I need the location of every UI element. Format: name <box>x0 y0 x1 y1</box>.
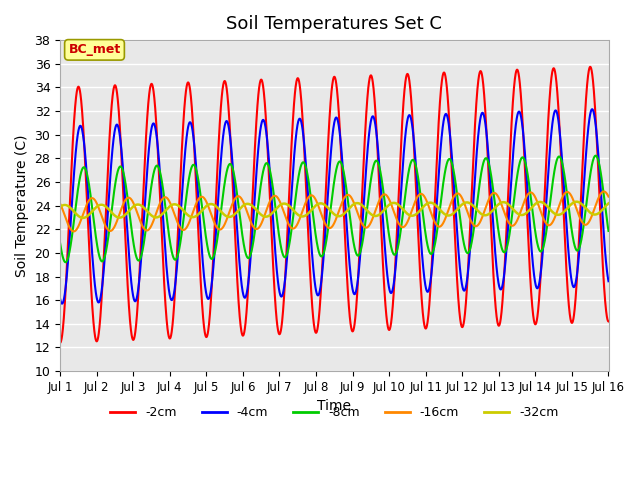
-8cm <box>61 259 69 265</box>
-32cm <box>79 215 87 221</box>
-32cm <box>119 214 127 219</box>
Line: -16cm: -16cm <box>60 192 609 231</box>
-16cm <box>119 202 127 208</box>
Y-axis label: Soil Temperature (C): Soil Temperature (C) <box>15 134 29 277</box>
-2cm <box>594 159 602 165</box>
Title: Soil Temperatures Set C: Soil Temperatures Set C <box>227 15 442 33</box>
-16cm <box>267 197 275 203</box>
-8cm <box>605 228 612 234</box>
-8cm <box>56 240 64 246</box>
Legend: -2cm, -4cm, -8cm, -16cm, -32cm: -2cm, -4cm, -8cm, -16cm, -32cm <box>105 401 563 424</box>
-4cm <box>56 296 64 302</box>
-16cm <box>152 213 159 218</box>
-4cm <box>588 107 596 112</box>
-2cm <box>291 99 298 105</box>
-32cm <box>535 199 543 205</box>
-4cm <box>605 278 612 284</box>
-16cm <box>291 225 298 231</box>
-8cm <box>119 168 127 173</box>
-2cm <box>586 64 594 70</box>
-32cm <box>291 208 298 214</box>
-32cm <box>594 211 602 216</box>
-2cm <box>535 301 543 307</box>
-4cm <box>267 180 275 186</box>
-32cm <box>573 199 580 204</box>
-4cm <box>291 150 298 156</box>
-4cm <box>58 301 66 307</box>
-2cm <box>152 106 159 111</box>
-16cm <box>535 203 543 209</box>
-16cm <box>600 189 607 194</box>
-16cm <box>70 228 77 234</box>
-8cm <box>594 157 602 163</box>
-4cm <box>119 164 127 170</box>
-2cm <box>119 179 127 184</box>
-2cm <box>56 340 64 346</box>
-32cm <box>267 212 275 217</box>
-32cm <box>56 204 64 210</box>
Line: -2cm: -2cm <box>60 67 609 343</box>
-8cm <box>592 153 600 158</box>
-16cm <box>594 196 602 202</box>
X-axis label: Time: Time <box>317 399 351 413</box>
-4cm <box>594 148 602 154</box>
-32cm <box>152 215 159 220</box>
-4cm <box>535 282 543 288</box>
Text: BC_met: BC_met <box>68 43 120 56</box>
-4cm <box>152 125 159 131</box>
Line: -4cm: -4cm <box>60 109 609 304</box>
Line: -8cm: -8cm <box>60 156 609 262</box>
-8cm <box>152 164 159 170</box>
-16cm <box>605 194 612 200</box>
Line: -32cm: -32cm <box>60 202 609 218</box>
-8cm <box>267 171 275 177</box>
-2cm <box>267 205 275 211</box>
-32cm <box>605 201 612 206</box>
-2cm <box>605 319 612 324</box>
-16cm <box>56 201 64 206</box>
-8cm <box>535 246 543 252</box>
-8cm <box>291 204 298 210</box>
